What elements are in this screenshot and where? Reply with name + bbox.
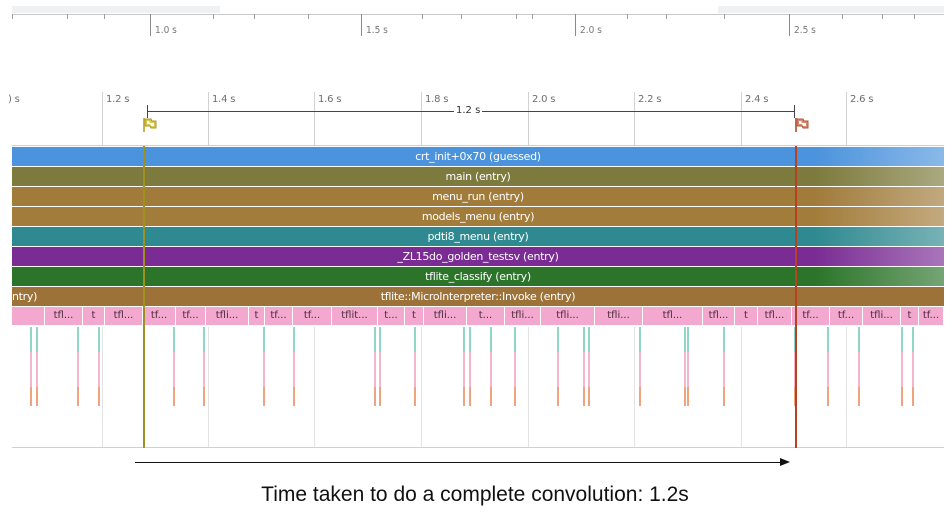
ruler-tick-label: 2.2 s — [638, 94, 662, 105]
end-marker-line[interactable] — [795, 146, 797, 448]
track-area[interactable]: crt_init+0x70 (guessed) main (entry) menu_… — [12, 147, 944, 448]
slice-5[interactable]: pdti8_menu (entry) — [12, 227, 944, 246]
time-ruler[interactable]: 1.2 s ) s 1.2 s 1.4 s 1.6 s 1.8 s 2.0 s 2.2 s 2… — [8, 92, 944, 146]
overview-tick — [150, 14, 151, 36]
overview-tick — [575, 14, 576, 36]
slice-label: main (entry) — [445, 170, 511, 183]
slice-3[interactable]: menu_run (entry) — [12, 187, 944, 206]
ruler-tick-label: 1.4 s — [212, 94, 236, 105]
slice-left-label: ntry) — [12, 290, 38, 303]
small-slice[interactable]: tfl... — [45, 307, 83, 325]
start-marker-line[interactable] — [143, 146, 145, 448]
small-slice[interactable]: tfl... — [758, 307, 792, 325]
ruler-tick-label: 1.6 s — [318, 94, 342, 105]
ruler-tick — [528, 92, 529, 146]
small-slice[interactable]: t — [83, 307, 105, 325]
ruler-tick — [208, 92, 209, 146]
ruler-tick-label: 1.8 s — [425, 94, 449, 105]
ruler-tick — [314, 92, 315, 146]
ruler-tick-label: 2.4 s — [745, 94, 769, 105]
small-slice[interactable]: tfl... — [703, 307, 735, 325]
small-slice[interactable]: tfl... — [105, 307, 143, 325]
span-start-cap — [147, 105, 148, 118]
span-end-cap — [794, 105, 795, 118]
slice-8[interactable]: tflite::MicroInterpreter::Invoke (entry)… — [12, 287, 944, 306]
small-slice[interactable]: tfli... — [863, 307, 901, 325]
slice-label: models_menu (entry) — [421, 210, 535, 223]
ruler-tick — [421, 92, 422, 146]
flag-icon[interactable] — [142, 117, 158, 133]
ruler-tick-label: ) s — [8, 94, 20, 105]
small-slice[interactable]: tf... — [830, 307, 863, 325]
overview-tick-label: 1.0 s — [155, 25, 177, 36]
small-slice[interactable]: tfli... — [541, 307, 595, 325]
small-slice[interactable]: tflit... — [332, 307, 378, 325]
flag-icon[interactable] — [794, 117, 810, 133]
small-slice[interactable]: t — [249, 307, 265, 325]
slice-4[interactable]: models_menu (entry) — [12, 207, 944, 226]
slice-6[interactable]: _ZL15do_golden_testsv (entry) — [12, 247, 944, 266]
slice-label: tflite_classify (entry) — [425, 270, 531, 283]
small-slice[interactable]: tf... — [176, 307, 206, 325]
slice-label: _ZL15do_golden_testsv (entry) — [397, 250, 559, 263]
small-slice[interactable]: tfli... — [424, 307, 467, 325]
ruler-tick — [741, 92, 742, 146]
small-slice[interactable]: t — [405, 307, 424, 325]
small-slice[interactable]: tf... — [792, 307, 830, 325]
caption: Time taken to do a complete convolution:… — [261, 483, 689, 506]
small-slice[interactable]: tf... — [143, 307, 176, 325]
slice-label: crt_init+0x70 (guessed) — [415, 150, 541, 163]
small-slice[interactable]: tfl... — [643, 307, 703, 325]
small-slice[interactable]: t... — [467, 307, 505, 325]
ruler-tick-label: 2.0 s — [532, 94, 556, 105]
overview-timeline[interactable]: 1.0 s 1.5 s 2.0 s 2.5 s — [12, 0, 944, 44]
small-slice[interactable]: tf... — [265, 307, 293, 325]
slice-1[interactable]: crt_init+0x70 (guessed) — [12, 147, 944, 166]
measurement-span-label: 1.2 s — [454, 105, 483, 116]
ruler-tick-label: 1.2 s — [106, 94, 130, 105]
small-slice[interactable]: t — [735, 307, 758, 325]
small-slice[interactable]: tfli... — [505, 307, 541, 325]
slice-label: tflite::MicroInterpreter::Invoke (entry) — [380, 290, 576, 303]
slice-2[interactable]: main (entry) — [12, 167, 944, 186]
small-slice[interactable]: tfli... — [595, 307, 643, 325]
ruler-tick-label: 2.6 s — [850, 94, 874, 105]
ruler-tick — [846, 92, 847, 146]
overview-tick — [789, 14, 790, 36]
overview-tick-label: 1.5 s — [366, 25, 388, 36]
slice-label: pdti8_menu (entry) — [427, 230, 529, 243]
overview-tick-label: 2.0 s — [580, 25, 602, 36]
small-slice[interactable] — [12, 307, 45, 325]
ruler-tick — [634, 92, 635, 146]
small-slice[interactable]: tfli... — [206, 307, 249, 325]
small-slice[interactable]: tf... — [293, 307, 332, 325]
arrow-head-icon — [780, 458, 790, 466]
slice-7[interactable]: tflite_classify (entry) — [12, 267, 944, 286]
small-slice[interactable]: t — [901, 307, 919, 325]
small-slice[interactable]: tf... — [919, 307, 944, 325]
ruler-tick — [102, 92, 103, 146]
overview-tick-label: 2.5 s — [794, 25, 816, 36]
overview-tick — [361, 14, 362, 36]
slice-label: menu_run (entry) — [432, 190, 524, 203]
small-slice[interactable]: t... — [378, 307, 405, 325]
duration-arrow — [135, 462, 782, 463]
